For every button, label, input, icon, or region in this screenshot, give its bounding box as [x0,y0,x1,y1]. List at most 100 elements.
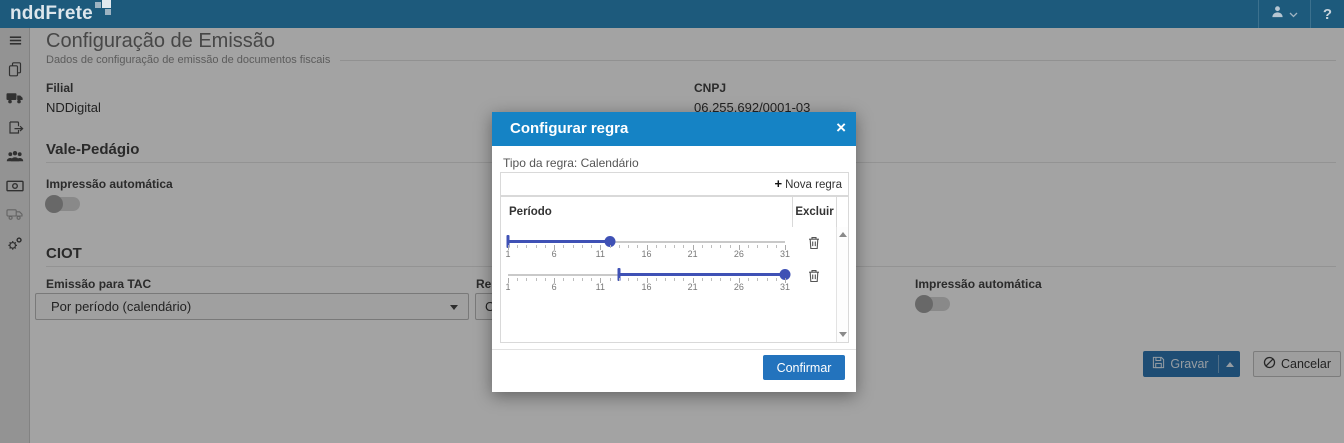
scrollbar[interactable] [836,227,848,342]
modal-title: Configurar regra [510,120,629,137]
slider-tick [591,245,593,248]
menu-icon [8,33,23,53]
gravar-button[interactable]: Gravar [1143,351,1218,377]
slider-tick [618,245,620,248]
gravar-label: Gravar [1170,357,1209,371]
slider-tick [646,278,648,283]
emissao-tac-label: Emissão para TAC [46,277,152,291]
column-excluir: Excluir [792,197,836,227]
slider-tick [563,245,565,248]
cancelar-button[interactable]: Cancelar [1253,351,1341,377]
slider-tick [692,245,694,250]
users-icon [6,149,24,168]
slider-tick [664,245,666,248]
logo-squares-icon [94,0,112,16]
slider-tick [674,245,676,248]
scroll-down-icon[interactable] [838,332,847,337]
slider-tick [517,278,519,281]
top-app-bar: nddFrete ? [0,0,1344,28]
tick-label: 26 [733,282,744,292]
delivery-truck-icon [6,208,24,226]
confirmar-button[interactable]: Confirmar [763,355,845,380]
slider-tick [655,278,657,281]
slider-tick [748,245,750,248]
ciot-impressao-toggle[interactable] [915,295,950,313]
slider-tick [637,278,639,281]
modal-footer-divider [492,349,856,350]
delete-rule-button[interactable] [808,269,820,285]
user-menu-button[interactable] [1259,0,1310,28]
filial-value: NDDigital [46,100,101,115]
slider-tick [757,245,759,248]
sidebar-item-users[interactable] [0,144,30,173]
slider-fill [508,240,610,243]
slider-tick [600,245,602,250]
tick-label: 21 [687,282,698,292]
slider-end-handle[interactable] [604,236,616,247]
chevron-down-icon [1289,5,1298,23]
period-range-slider[interactable]: 1 6 11 16 21 26 31 [505,262,791,293]
slider-tick [544,245,546,248]
gravar-dropup-button[interactable] [1219,351,1240,377]
sidebar-item-menu[interactable] [0,28,30,57]
slider-start-handle[interactable] [617,268,621,281]
tick-label: 21 [687,249,698,259]
left-sidebar [0,28,30,443]
period-cell: 1 6 11 16 21 26 31 [501,262,792,295]
slider-tick [600,278,602,283]
vale-pedagio-section-title: Vale-Pedágio [46,141,140,158]
select-caret-icon [450,305,458,310]
vale-pedagio-impressao-toggle[interactable] [45,195,80,213]
sidebar-item-settings-gears[interactable] [0,231,30,260]
slider-tick [637,245,639,248]
slider-tick [581,278,583,281]
cnpj-label: CNPJ [694,81,727,95]
slider-tick [683,245,685,248]
period-range-slider[interactable]: 1 6 11 16 21 26 31 [505,229,790,260]
help-button[interactable]: ? [1311,0,1344,28]
delete-rule-button[interactable] [808,236,820,252]
close-icon[interactable]: × [836,118,846,137]
slider-tick [701,245,703,248]
slider-tick [664,278,666,281]
slider-start-handle[interactable] [506,235,510,248]
slider-tick [720,245,722,248]
emissao-tac-select[interactable]: Por período (calendário) [35,293,469,320]
slider-tick [526,278,528,281]
settings-gears-icon [7,236,24,256]
sidebar-item-copy-documents[interactable] [0,57,30,86]
nova-regra-button[interactable]: + Nova regra [775,173,842,196]
slider-tick [785,278,786,283]
slider-tick [628,245,630,248]
tick-label: 26 [733,249,744,259]
delete-cell [792,262,836,295]
period-cell: 1 6 11 16 21 26 31 [501,229,792,262]
slider-tick [517,245,519,248]
slider-tick [572,278,574,281]
sidebar-item-truck[interactable] [0,86,30,115]
slider-tick [738,245,740,250]
slider-tick [508,278,509,283]
slider-tick [785,245,786,250]
scroll-up-icon[interactable] [838,232,847,237]
sidebar-item-document-export[interactable] [0,115,30,144]
slider-tick [646,245,648,250]
sidebar-item-money[interactable] [0,173,30,202]
sidebar-item-delivery-truck[interactable] [0,202,30,231]
trash-icon [808,237,820,253]
slider-tick [609,278,611,281]
plus-icon: + [774,176,783,191]
slider-tick [554,278,556,283]
slider-tick [738,278,740,283]
cancelar-label: Cancelar [1280,357,1332,371]
copy-documents-icon [7,61,23,82]
nddfrete-logo: nddFrete [10,0,112,25]
slider-track [508,241,785,243]
ciot-impressao-label: Impressão automática [915,277,1042,291]
period-slider-row: 1 6 11 16 21 26 31 [501,229,836,262]
tick-label: 6 [551,249,557,259]
slider-tick [544,278,546,281]
modal-header: Configurar regra × [492,112,856,146]
slider-end-handle[interactable] [779,269,791,280]
slider-tick [535,245,537,248]
